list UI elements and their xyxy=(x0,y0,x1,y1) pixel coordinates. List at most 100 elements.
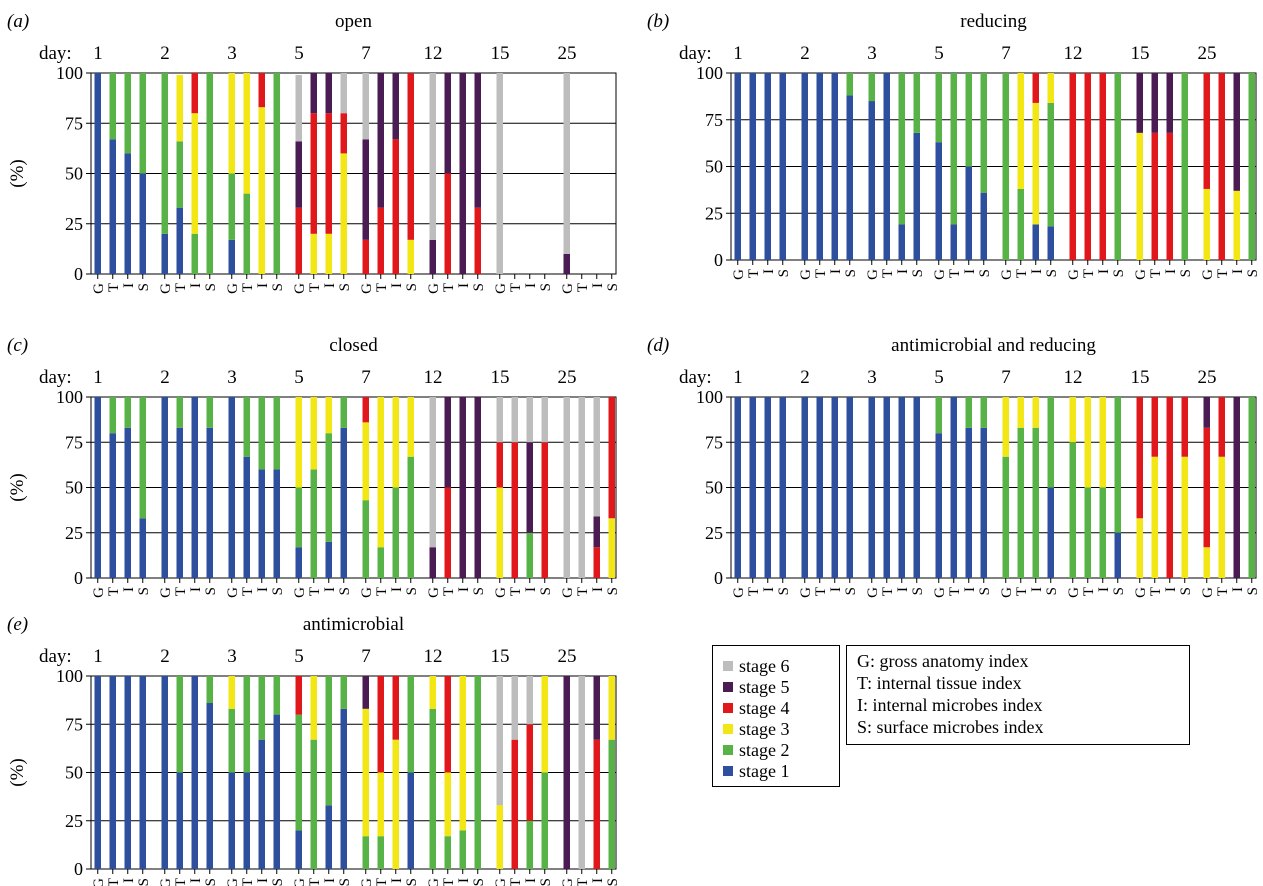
x-tick-label: G xyxy=(865,587,881,598)
bar-segment-stage-6 xyxy=(564,73,571,254)
x-tick-label: S xyxy=(538,878,554,886)
bar-segment-stage-2 xyxy=(899,73,906,224)
bar-segment-stage-4 xyxy=(408,73,415,240)
bar-segment-stage-1 xyxy=(899,397,906,578)
x-tick-label: S xyxy=(404,587,420,595)
bar-segment-stage-1 xyxy=(750,397,757,578)
x-tick-label: S xyxy=(1245,587,1261,595)
bar-segment-stage-2 xyxy=(207,676,214,703)
bar-segment-stage-4 xyxy=(393,676,400,740)
x-tick-label: S xyxy=(776,269,792,277)
bar-segment-stage-1 xyxy=(735,397,742,578)
bar-segment-stage-2 xyxy=(259,397,266,469)
x-tick-label: I xyxy=(322,587,338,592)
bar-segment-stage-4 xyxy=(378,676,385,773)
bar-segment-stage-3 xyxy=(363,709,370,836)
x-tick-label: I xyxy=(121,587,137,592)
x-tick-label: S xyxy=(910,269,926,277)
day-label: 7 xyxy=(361,367,371,388)
bar-segment-stage-5 xyxy=(363,676,370,709)
bar-segment-stage-1 xyxy=(207,703,214,869)
x-tick-label: S xyxy=(203,283,219,291)
bar-segment-stage-2 xyxy=(244,397,251,457)
bar-segment-stage-3 xyxy=(244,73,251,194)
bar-segment-stage-1 xyxy=(914,133,921,260)
x-tick-label: G xyxy=(426,878,442,886)
legend-item-stage-6: stage 6 xyxy=(723,654,789,674)
bar-segment-stage-2 xyxy=(914,73,921,133)
x-tick-label: T xyxy=(1148,269,1164,278)
x-tick-label: I xyxy=(523,878,539,883)
bar-segment-stage-2 xyxy=(475,676,482,869)
bar-segment-stage-4 xyxy=(609,397,616,518)
bar-segment-stage-2 xyxy=(229,174,236,240)
x-tick-label: T xyxy=(1081,587,1097,596)
x-tick-label: G xyxy=(493,587,509,598)
x-tick-label: S xyxy=(1044,269,1060,277)
bar-segment-stage-2 xyxy=(542,773,549,870)
x-tick-label: T xyxy=(106,587,122,596)
bar-segment-stage-1 xyxy=(326,805,333,869)
y-tick-label: 0 xyxy=(74,264,83,284)
bar-segment-stage-1 xyxy=(274,469,281,578)
x-tick-label: T xyxy=(441,283,457,292)
panel-letter: (c) xyxy=(7,335,28,356)
x-tick-label: G xyxy=(798,269,814,280)
x-tick-label: I xyxy=(389,587,405,592)
panel-letter: (b) xyxy=(647,11,669,32)
legend-swatch xyxy=(723,661,733,671)
day-label: 12 xyxy=(424,646,443,667)
bar-segment-stage-4 xyxy=(1219,397,1226,457)
bar-segment-stage-5 xyxy=(1167,73,1174,133)
bar-segment-stage-1 xyxy=(296,830,303,869)
bar-segment-stage-6 xyxy=(564,397,571,578)
x-tick-label: S xyxy=(270,587,286,595)
bar-segment-stage-1 xyxy=(326,542,333,578)
bar-segment-stage-2 xyxy=(326,433,333,542)
bar-segment-stage-6 xyxy=(497,676,504,805)
y-tick-label: 100 xyxy=(696,387,723,407)
bar-segment-stage-4 xyxy=(393,139,400,274)
x-tick-label: S xyxy=(538,587,554,595)
day-label: 12 xyxy=(424,43,443,64)
y-axis-label: (%) xyxy=(7,758,28,786)
day-label: 2 xyxy=(160,646,170,667)
bar-segment-stage-4 xyxy=(594,547,601,578)
bar-segment-stage-1 xyxy=(140,518,147,578)
bar-segment-stage-2 xyxy=(207,397,214,428)
x-tick-label: T xyxy=(307,587,323,596)
panel-letter: (d) xyxy=(647,335,669,356)
bar-segment-stage-6 xyxy=(512,676,519,740)
x-tick-label: I xyxy=(1163,269,1179,274)
x-tick-label: G xyxy=(158,878,174,886)
x-tick-label: G xyxy=(932,587,948,598)
x-tick-label: G xyxy=(865,269,881,280)
bar-segment-stage-2 xyxy=(326,676,333,805)
bar-segment-stage-5 xyxy=(1152,73,1159,133)
x-tick-label: G xyxy=(560,283,576,294)
chart-panel-e: (e) antimicrobialday: 1 2 3 5 7 12 15 25(%)025507… xyxy=(7,614,621,886)
x-tick-label: S xyxy=(404,878,420,886)
bar-segment-stage-3 xyxy=(1100,397,1107,488)
bar-segment-stage-3 xyxy=(296,397,303,488)
bar-segment-stage-1 xyxy=(140,174,147,275)
bar-segment-stage-3 xyxy=(363,422,370,500)
x-tick-label: T xyxy=(240,587,256,596)
bar-segment-stage-5 xyxy=(378,73,385,208)
x-tick-label: G xyxy=(493,878,509,886)
legend-item-stage-2: stage 2 xyxy=(723,738,789,758)
bar-segment-stage-1 xyxy=(140,676,147,869)
bar-segment-stage-1 xyxy=(847,95,854,260)
bar-segment-stage-3 xyxy=(1152,457,1159,578)
bar-segment-stage-3 xyxy=(393,397,400,488)
bar-segment-stage-4 xyxy=(1152,133,1159,260)
x-tick-label: I xyxy=(1029,269,1045,274)
bar-segment-stage-1 xyxy=(869,101,876,260)
x-tick-label: G xyxy=(292,587,308,598)
y-tick-label: 50 xyxy=(65,478,83,498)
bar-segment-stage-1 xyxy=(780,73,787,260)
bar-segment-stage-2 xyxy=(341,397,348,428)
bar-segment-stage-2 xyxy=(1182,73,1189,260)
y-tick-label: 0 xyxy=(74,859,83,879)
